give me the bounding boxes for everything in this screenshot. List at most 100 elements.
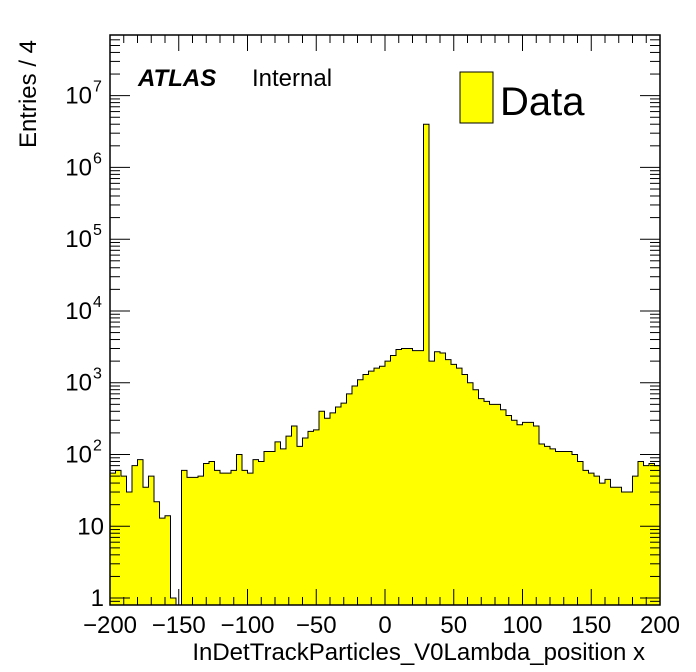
histogram-bin — [627, 492, 633, 605]
histogram-bin — [484, 401, 490, 605]
histogram-bin — [242, 470, 248, 605]
histogram-bin — [269, 451, 275, 605]
x-tick-label: 150 — [571, 612, 611, 639]
histogram-bin — [621, 492, 627, 605]
histogram-bin — [577, 461, 583, 605]
histogram-bin — [572, 454, 578, 605]
histogram-bin — [214, 470, 220, 605]
histogram-bin — [126, 492, 132, 605]
histogram-bin — [478, 398, 484, 605]
histogram-bin — [418, 350, 424, 605]
histogram-bin — [401, 348, 407, 605]
histogram-bin — [643, 465, 649, 605]
histogram-bin — [220, 473, 226, 605]
y-tick-exponent: 6 — [93, 150, 102, 167]
histogram-bin — [341, 403, 347, 605]
histogram-bin — [566, 451, 572, 605]
histogram-bin — [280, 448, 286, 605]
histogram-bin — [632, 476, 638, 605]
x-tick-label: 0 — [378, 612, 391, 639]
histogram-bin — [264, 451, 270, 605]
histogram-bin — [517, 424, 523, 605]
histogram-bin — [539, 444, 545, 605]
histogram-bin — [423, 124, 429, 605]
histogram-bin — [335, 406, 341, 605]
histogram-bin — [187, 477, 193, 605]
histogram-bin — [429, 361, 435, 605]
histogram-bin — [368, 371, 374, 605]
histogram-bin — [412, 350, 418, 605]
histogram-bin — [209, 461, 215, 605]
histogram-bin — [440, 352, 446, 605]
y-tick-exponent: 2 — [93, 438, 102, 455]
histogram-bin — [616, 487, 622, 605]
histogram-bin — [588, 473, 594, 605]
histogram-bin — [291, 425, 297, 605]
y-axis-title: Entries / 4 — [15, 40, 42, 148]
histogram-bars — [109, 123, 661, 606]
histogram-bin — [346, 393, 352, 605]
y-tick-label: 10 — [77, 513, 104, 540]
histogram-outline — [109, 123, 661, 606]
histogram-bin — [396, 349, 402, 605]
histogram-bin — [445, 359, 451, 605]
y-tick-label: 10 — [65, 154, 92, 181]
histogram-bin — [154, 501, 160, 605]
atlas-label: ATLAS — [137, 65, 216, 92]
histogram-bin — [374, 368, 380, 605]
histogram-bin — [192, 477, 198, 605]
x-tick-label: −200 — [83, 612, 137, 639]
histogram-bin — [528, 422, 534, 605]
histogram-bin — [610, 487, 616, 605]
histogram-bin — [324, 418, 330, 605]
histogram-bin — [550, 448, 556, 605]
histogram-bin — [462, 374, 468, 605]
y-tick-label: 10 — [65, 370, 92, 397]
histogram-bin — [121, 476, 127, 605]
histogram-bin — [203, 463, 209, 605]
histogram-bin — [489, 404, 495, 605]
histogram-bin — [352, 386, 358, 605]
histogram-bin — [473, 389, 479, 605]
y-tick-label: 10 — [65, 442, 92, 469]
histogram-bin — [533, 425, 539, 605]
histogram-bin — [522, 422, 528, 605]
histogram-bin — [654, 465, 660, 605]
histogram-bin — [605, 479, 611, 605]
histogram-bin — [390, 355, 396, 605]
histogram-bin — [511, 420, 517, 605]
histogram-bin — [236, 454, 242, 605]
histogram-bin — [583, 470, 589, 605]
y-tick-label: 10 — [65, 298, 92, 325]
histogram-bin — [258, 461, 264, 605]
histogram-bin — [561, 451, 567, 605]
histogram-bin — [143, 487, 149, 605]
histogram-bin — [198, 476, 204, 605]
histogram-bin — [286, 436, 292, 605]
histogram-bin — [159, 518, 165, 605]
y-tick-exponent: 5 — [93, 222, 102, 239]
x-axis-ticks: −200 −150 −100 −50 0 50 100 150 200 — [83, 35, 680, 639]
histogram-bin — [357, 379, 363, 605]
x-tick-label: 100 — [502, 612, 542, 639]
histogram-bin — [649, 463, 655, 605]
x-axis-title: InDetTrackParticles_V0Lambda_position x — [192, 639, 645, 666]
histogram-bin — [467, 382, 473, 605]
histogram-bin — [544, 446, 550, 605]
x-tick-label: 200 — [640, 612, 680, 639]
histogram-bin — [500, 409, 506, 605]
histogram-bin — [165, 515, 171, 605]
y-tick-label: 1 — [91, 585, 104, 612]
histogram-bin — [599, 483, 605, 605]
histogram-bin — [638, 461, 644, 605]
histogram-bin — [434, 351, 440, 605]
histogram-bin — [594, 476, 600, 605]
legend-swatch — [459, 71, 494, 124]
histogram-bin — [137, 459, 143, 605]
atlas-status-label: Internal — [252, 65, 332, 92]
histogram-bin — [379, 366, 385, 605]
histogram-bin — [313, 429, 319, 605]
histogram-bin — [275, 441, 281, 605]
